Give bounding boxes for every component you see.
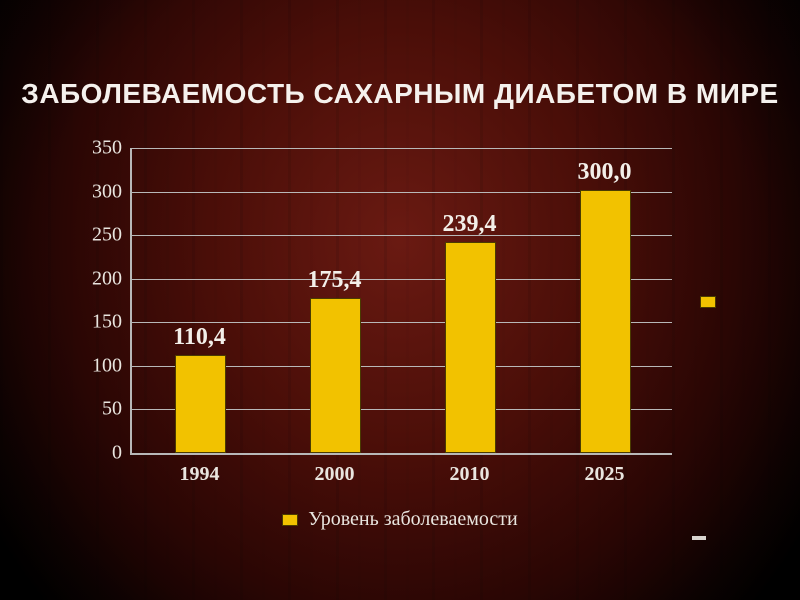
bar-value-label: 175,4: [308, 267, 362, 294]
slide-stage: ЗАБОЛЕВАЕМОСТЬ САХАРНЫМ ДИАБЕТОМ В МИРЕ …: [0, 0, 800, 600]
x-tick-label: 2025: [585, 453, 625, 486]
legend-swatch-icon: [282, 514, 298, 526]
y-tick-label: 300: [92, 180, 132, 203]
legend-label: Уровень заболеваемости: [308, 508, 517, 531]
bar: [175, 355, 226, 453]
legend-bottom: Уровень заболеваемости: [0, 508, 800, 532]
plot-area: 050100150200250300350110,41994175,420002…: [130, 148, 672, 455]
y-tick-label: 150: [92, 311, 132, 334]
bar-value-label: 239,4: [443, 211, 497, 238]
gridline: [132, 148, 672, 149]
y-tick-label: 50: [102, 398, 132, 421]
bar-value-label: 110,4: [173, 324, 226, 351]
x-tick-label: 2000: [315, 453, 355, 486]
bar-value-label: 300,0: [578, 159, 632, 186]
y-tick-label: 350: [92, 137, 132, 160]
legend-swatch-icon: [700, 296, 716, 308]
legend-side-marker: [700, 296, 716, 308]
y-tick-label: 250: [92, 224, 132, 247]
y-tick-label: 100: [92, 354, 132, 377]
x-tick-label: 2010: [450, 453, 490, 486]
y-tick-label: 200: [92, 267, 132, 290]
bar: [445, 242, 496, 453]
x-tick-label: 1994: [180, 453, 220, 486]
bar: [310, 298, 361, 453]
bar: [580, 190, 631, 453]
corner-dash-icon: [692, 536, 706, 540]
y-tick-label: 0: [112, 442, 132, 465]
